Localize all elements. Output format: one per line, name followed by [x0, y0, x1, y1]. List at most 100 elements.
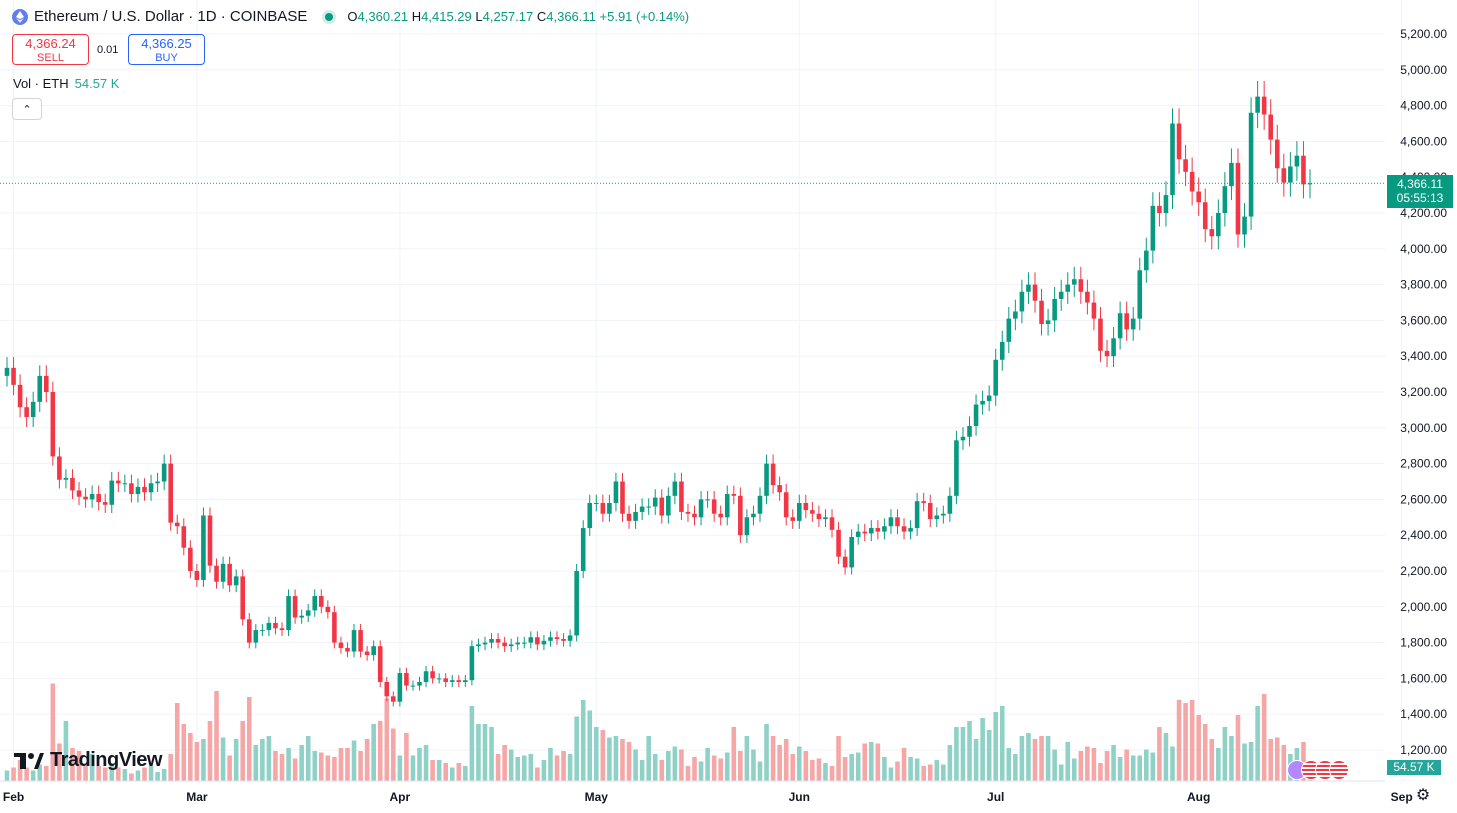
price-tick-label: 3,600.00	[1400, 313, 1447, 327]
candle-body	[1183, 159, 1188, 172]
candle-body	[548, 637, 553, 641]
candle-body	[567, 635, 573, 641]
candle-body	[1229, 162, 1234, 187]
volume-bar	[1032, 739, 1038, 781]
volume-bar	[214, 691, 219, 781]
volume-bar	[194, 742, 200, 781]
volume-bar	[102, 767, 108, 781]
candle-body	[875, 528, 881, 532]
volume-bar	[332, 757, 337, 781]
candle-body	[325, 606, 331, 613]
candle-body	[954, 440, 959, 496]
volume-legend[interactable]: Vol · ETH 54.57 K	[13, 76, 119, 91]
events-icons[interactable]	[1287, 760, 1349, 780]
candle-body	[927, 502, 933, 520]
volume-bar	[482, 724, 488, 781]
volume-bar	[823, 763, 828, 781]
candle-body	[587, 502, 593, 529]
candle-body	[37, 375, 43, 402]
candle-body	[358, 630, 363, 652]
candle-body	[397, 673, 403, 702]
volume-bar	[999, 706, 1005, 781]
volume-bar	[561, 751, 566, 781]
candle-body	[803, 502, 809, 511]
time-tick-label: Aug	[1187, 790, 1210, 804]
candle-body	[89, 494, 95, 500]
candle-body	[764, 463, 769, 496]
volume-bar	[541, 760, 547, 781]
candle-body	[318, 596, 324, 607]
candle-body	[469, 646, 475, 681]
volume-bar	[1071, 758, 1077, 781]
sell-button[interactable]: 4,366.24 SELL	[12, 34, 89, 65]
buy-button[interactable]: 4,366.25 BUY	[128, 34, 205, 65]
volume-bar	[836, 736, 841, 781]
market-open-indicator	[325, 12, 334, 21]
time-tick-label: Mar	[186, 790, 208, 804]
tradingview-logo-icon	[14, 752, 44, 769]
volume-bar	[292, 758, 298, 781]
volume-bar	[1058, 764, 1064, 781]
volume-bar	[502, 745, 507, 781]
volume-bar	[914, 758, 920, 781]
candle-body	[508, 644, 514, 647]
candle-body	[168, 463, 173, 523]
volume-bar	[554, 755, 560, 781]
volume-bar	[168, 754, 173, 781]
candle-body	[423, 671, 429, 682]
price-tick-label: 4,000.00	[1400, 242, 1447, 256]
collapse-legend-button[interactable]: ⌃	[12, 98, 42, 120]
candle-body	[135, 486, 141, 495]
symbol-title[interactable]: Ethereum / U.S. Dollar · 1D · COINBASE	[34, 8, 308, 25]
tradingview-logo[interactable]: TradingView	[14, 749, 162, 772]
candle-body	[692, 513, 697, 518]
us-flag-icon[interactable]	[1329, 760, 1349, 780]
candle-body	[233, 576, 239, 586]
volume-bar	[535, 767, 540, 781]
candle-body	[1052, 298, 1057, 321]
volume-bar	[1189, 700, 1195, 781]
candle-body	[1261, 96, 1267, 115]
volume-bar	[1209, 739, 1215, 781]
volume-bar	[934, 760, 940, 781]
gear-icon[interactable]: ⚙	[1415, 787, 1431, 804]
last-price-value: 4,366.11	[1397, 177, 1443, 191]
candle-body	[384, 681, 390, 697]
volume-bar	[1222, 727, 1228, 781]
candle-body	[495, 639, 501, 643]
volume-bar	[4, 770, 10, 781]
candle-body	[679, 481, 684, 512]
volume-bar	[1170, 746, 1175, 781]
volume-bar	[345, 748, 350, 781]
candle-body	[456, 680, 462, 682]
candle-body	[869, 528, 874, 534]
candle-body	[4, 367, 10, 376]
volume-bar	[672, 746, 678, 781]
volume-bar	[122, 769, 128, 781]
volume-bar	[463, 766, 468, 781]
volume-bar	[659, 760, 665, 781]
volume-bar	[882, 757, 887, 781]
volume-bar	[207, 721, 213, 781]
candle-body	[1104, 350, 1110, 357]
candle-body	[410, 685, 416, 687]
candle-body	[842, 556, 848, 568]
volume-label: Vol · ETH	[13, 76, 69, 91]
volume-bar	[397, 755, 403, 781]
volume-bar	[377, 721, 383, 781]
volume-bar	[980, 718, 985, 781]
candle-body	[1307, 183, 1313, 185]
volume-bar	[181, 724, 187, 781]
volume-bar	[875, 743, 881, 781]
candle-body	[476, 644, 481, 647]
candle-body	[109, 480, 115, 505]
price-tick-label: 2,400.00	[1400, 528, 1447, 542]
candle-body	[489, 639, 494, 643]
volume-bar	[685, 766, 691, 781]
candlesticks	[4, 81, 1313, 707]
candle-body	[1268, 114, 1274, 140]
candle-body	[855, 531, 861, 537]
volume-bar	[1242, 743, 1247, 781]
volume-bar	[410, 755, 416, 781]
